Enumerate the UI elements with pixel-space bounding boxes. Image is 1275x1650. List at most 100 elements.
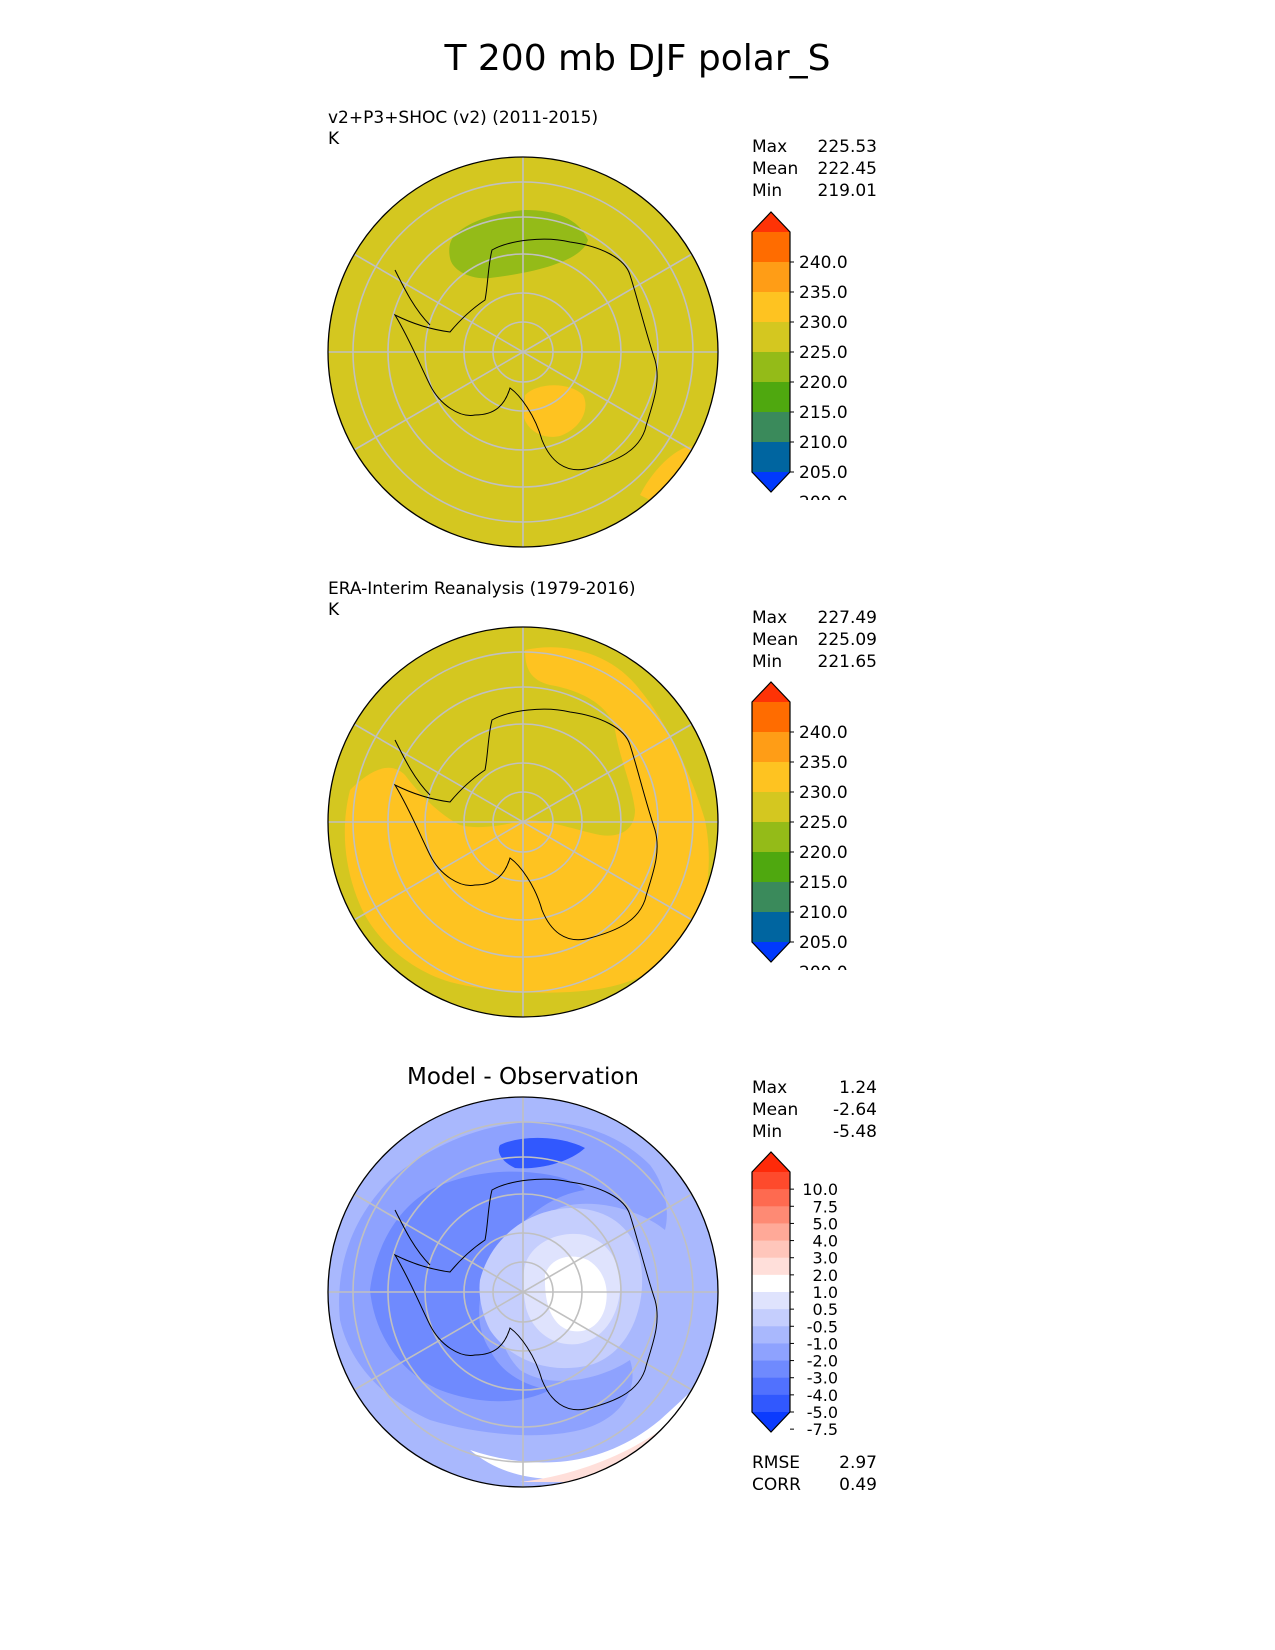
colorbar-tick-label: 225.0 bbox=[799, 343, 848, 363]
colorbar-swatch bbox=[752, 322, 790, 353]
colorbar-swatch bbox=[752, 1343, 790, 1362]
lat-lon-grid bbox=[328, 157, 718, 547]
colorbar-swatch bbox=[752, 1360, 790, 1379]
colorbar-swatch bbox=[752, 352, 790, 383]
field-region-minus5-minus4 bbox=[498, 1137, 585, 1169]
colorbar-swatch bbox=[752, 822, 790, 853]
colorbar-tick-label: 205.0 bbox=[799, 463, 848, 483]
antarctica-coastline bbox=[393, 238, 658, 471]
field-region-minus4-minus3 bbox=[370, 1171, 585, 1402]
colorbar-tick-label: 4.0 bbox=[813, 1232, 838, 1251]
antarctica-coastline bbox=[393, 708, 658, 941]
peninsula-coastline bbox=[394, 739, 431, 796]
metric-label: RMSE bbox=[752, 1453, 801, 1473]
colorbar-tick-label: -5.0 bbox=[807, 1403, 838, 1422]
model-stats: Max 225.53 Mean 222.45 Min 219.01 bbox=[752, 136, 877, 202]
colorbar-swatch bbox=[752, 1309, 790, 1327]
field-region-225-230 bbox=[344, 647, 709, 993]
colorbar-tick-label: 235.0 bbox=[799, 283, 848, 303]
stat-value: -2.64 bbox=[833, 1100, 877, 1120]
colorbar-swatch bbox=[752, 262, 790, 293]
colorbar-tick-label: 240.0 bbox=[799, 253, 848, 273]
stat-label: Min bbox=[752, 181, 783, 201]
metric-value: 2.97 bbox=[839, 1453, 877, 1473]
field-region-225-230-edge bbox=[640, 446, 692, 500]
colorbar-tick-label: -1.0 bbox=[807, 1334, 838, 1353]
colorbar-swatch bbox=[752, 942, 790, 962]
stat-label: Min bbox=[752, 1122, 783, 1142]
colorbar-swatch bbox=[752, 702, 790, 733]
diff-panel-title: Model - Observation bbox=[406, 1064, 640, 1090]
colorbar-tick-label: 0.5 bbox=[813, 1300, 838, 1319]
colorbar-swatch bbox=[752, 1152, 790, 1172]
colorbar-swatch bbox=[752, 682, 790, 702]
colorbar-tick-label: 210.0 bbox=[799, 903, 848, 923]
stat-label: Mean bbox=[752, 630, 799, 650]
stat-value: 222.45 bbox=[817, 159, 877, 179]
peninsula-coastline bbox=[394, 1209, 431, 1266]
metric-value: 0.49 bbox=[839, 1475, 877, 1495]
colorbar-tick-label: 225.0 bbox=[799, 813, 848, 833]
obs-colorbar: 240.0 235.0 230.0 225.0 220.0 215.0 210.0 205.0… bbox=[751, 681, 848, 970]
stat-value: -5.48 bbox=[833, 1122, 877, 1142]
stat-value: 1.24 bbox=[839, 1078, 877, 1098]
obs-stats: Max 227.49 Mean 225.09 Min 221.65 bbox=[752, 607, 877, 673]
colorbar-swatch bbox=[752, 1172, 790, 1190]
stat-value: 219.01 bbox=[817, 181, 877, 201]
lat-lon-grid bbox=[328, 627, 718, 1017]
colorbar-swatch bbox=[752, 472, 790, 492]
colorbar-tick-label: -2.0 bbox=[807, 1352, 838, 1371]
colorbar-swatch bbox=[752, 442, 790, 473]
colorbar-tick-label: 215.0 bbox=[799, 873, 848, 893]
peninsula-coastline bbox=[394, 269, 431, 326]
colorbar-swatch bbox=[752, 852, 790, 883]
colorbar-swatch bbox=[752, 212, 790, 232]
colorbar-tick-label: 10.0 bbox=[802, 1180, 838, 1199]
model-colorbar: 240.0 235.0 230.0 225.0 220.0 215.0 210.0 205.0… bbox=[751, 211, 848, 500]
stat-value: 227.49 bbox=[817, 608, 877, 628]
colorbar-swatch bbox=[752, 1189, 790, 1207]
obs-panel-title: ERA-Interim Reanalysis (1979-2016) bbox=[328, 579, 636, 599]
colorbar-tick-label: 3.0 bbox=[813, 1249, 838, 1268]
colorbar-tick-label: -0.5 bbox=[807, 1317, 838, 1336]
colorbar-swatch bbox=[752, 762, 790, 793]
colorbar-tick-label: 220.0 bbox=[799, 373, 848, 393]
field-region-near-zero-edge bbox=[470, 1386, 698, 1479]
colorbar-swatch bbox=[752, 232, 790, 263]
field-region-225-230 bbox=[524, 385, 586, 437]
map-border bbox=[327, 626, 719, 1018]
model-panel-units: K bbox=[328, 129, 340, 149]
colorbar-tick-label: 220.0 bbox=[799, 843, 848, 863]
map-border bbox=[327, 156, 719, 548]
colorbar-tick-label: 5.0 bbox=[813, 1214, 838, 1233]
map-border bbox=[327, 1096, 719, 1488]
colorbar-tick-label: 230.0 bbox=[799, 783, 848, 803]
colorbar-swatch bbox=[752, 792, 790, 823]
colorbar-tick-label: 240.0 bbox=[799, 723, 848, 743]
stat-label: Min bbox=[752, 652, 783, 672]
colorbar-swatch bbox=[752, 1412, 790, 1432]
colorbar-tick-label: -4.0 bbox=[807, 1386, 838, 1405]
colorbar-swatch bbox=[752, 882, 790, 913]
colorbar-swatch bbox=[752, 1394, 790, 1413]
colorbar-swatch bbox=[752, 1377, 790, 1396]
antarctica-coastline bbox=[393, 1178, 658, 1411]
field-region-minus05-05 bbox=[544, 1256, 607, 1332]
colorbar-tick-label: 2.0 bbox=[813, 1266, 838, 1285]
diff-polar-map bbox=[327, 1096, 719, 1488]
stat-value: 221.65 bbox=[817, 652, 877, 672]
colorbar-swatch bbox=[752, 1206, 790, 1225]
diff-stats: Max 1.24 Mean -2.64 Min -5.48 bbox=[752, 1077, 877, 1143]
stat-value: 225.09 bbox=[817, 630, 877, 650]
diff-colorbar: 10.07.55.04.03.02.01.00.5-0.5-1.0-2.0-3.… bbox=[751, 1151, 838, 1440]
colorbar-tick-label: 210.0 bbox=[799, 433, 848, 453]
colorbar-tick-label: -7.5 bbox=[807, 1420, 838, 1439]
field-region-215-220 bbox=[449, 210, 588, 279]
colorbar-swatch bbox=[752, 382, 790, 413]
colorbar-swatch bbox=[752, 1292, 790, 1310]
colorbar-swatch bbox=[752, 1326, 790, 1345]
colorbar-swatch bbox=[752, 1240, 790, 1259]
metric-label: CORR bbox=[752, 1475, 801, 1495]
obs-polar-map bbox=[327, 626, 719, 1018]
model-polar-map bbox=[327, 156, 719, 548]
